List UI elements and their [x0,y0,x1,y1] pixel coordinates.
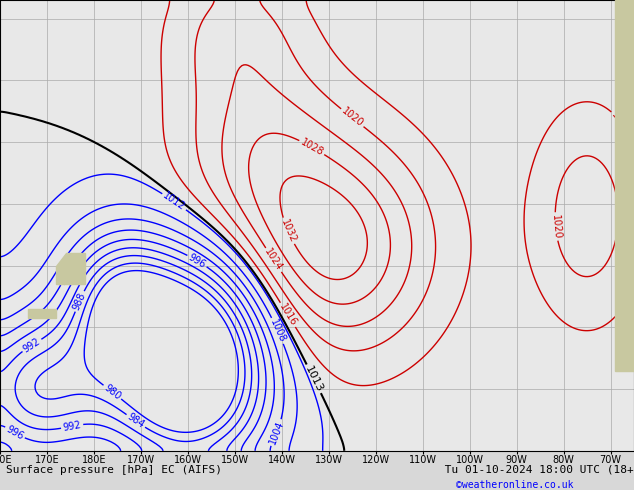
Text: 992: 992 [62,419,82,433]
Polygon shape [615,0,634,370]
Text: 1008: 1008 [268,318,287,344]
Text: 984: 984 [126,412,146,430]
Text: 988: 988 [71,291,87,312]
Text: 996: 996 [187,252,208,270]
Text: 1016: 1016 [609,110,633,135]
Text: 1012: 1012 [161,191,187,213]
Text: 1004: 1004 [268,419,285,446]
Text: 1024: 1024 [262,247,285,273]
Polygon shape [28,309,56,318]
Text: 1028: 1028 [299,137,325,158]
Text: 1000: 1000 [57,260,79,286]
Text: 1020: 1020 [550,214,562,239]
Text: 1032: 1032 [279,218,297,245]
Text: 1016: 1016 [277,302,299,328]
Text: Surface pressure [hPa] EC (AIFS)                                 Tu 01-10-2024 1: Surface pressure [hPa] EC (AIFS) Tu 01-1… [6,466,634,475]
Text: 996: 996 [4,424,25,441]
Text: 992: 992 [22,336,42,354]
Text: 1013: 1013 [303,364,325,393]
Text: ©weatheronline.co.uk: ©weatheronline.co.uk [456,480,574,490]
Text: 1020: 1020 [340,106,365,129]
Text: 980: 980 [102,383,123,402]
Polygon shape [56,253,84,284]
